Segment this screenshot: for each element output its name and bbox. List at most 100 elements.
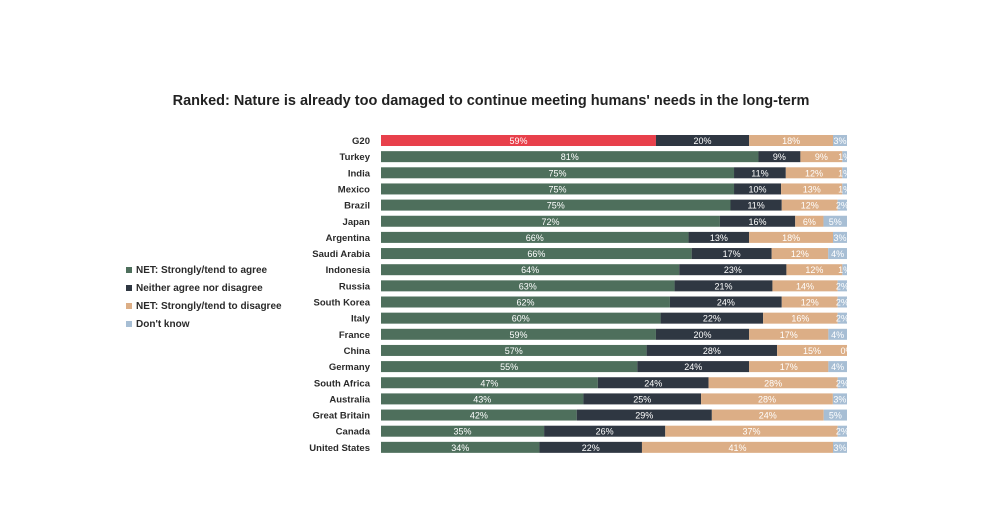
data-label: 28% — [764, 378, 782, 388]
category-label: Indonesia — [326, 265, 371, 276]
bar-segment — [381, 425, 545, 437]
data-label: 60% — [512, 314, 530, 324]
data-label: 2% — [836, 378, 849, 388]
bar-segment — [544, 425, 666, 437]
bar-segment — [842, 183, 847, 195]
bar-segment — [381, 215, 720, 227]
bar-segment — [828, 248, 847, 260]
bar-segment — [833, 231, 847, 243]
data-label: 12% — [801, 298, 819, 308]
bar-segment — [758, 151, 801, 163]
bar-segment — [837, 425, 847, 437]
data-label: 5% — [829, 411, 842, 421]
bar-segment — [655, 328, 750, 340]
bar-segment — [734, 183, 782, 195]
bar-segment — [749, 361, 829, 373]
data-label: 1% — [838, 265, 851, 275]
legend-label: Neither agree nor disagree — [136, 282, 263, 294]
data-label: 66% — [526, 233, 544, 243]
data-label: 12% — [801, 201, 819, 211]
bar-segment — [833, 441, 847, 453]
category-label: G20 — [352, 136, 370, 147]
data-label: 20% — [694, 330, 712, 340]
data-label: 41% — [728, 443, 746, 453]
data-label: 1% — [838, 168, 851, 178]
category-label: Canada — [336, 427, 371, 438]
data-label: 37% — [742, 427, 760, 437]
bar-segment — [833, 135, 847, 146]
bar-segment — [576, 409, 712, 421]
data-label: 9% — [815, 152, 828, 162]
bar-segment — [381, 312, 661, 324]
data-label: 57% — [505, 346, 523, 356]
data-label: 22% — [582, 443, 600, 453]
data-label: 24% — [684, 362, 702, 372]
bar-segment — [842, 151, 847, 163]
bar-segment — [381, 361, 638, 373]
chart-title: Ranked: Nature is already too damaged to… — [172, 93, 810, 109]
data-label: 24% — [717, 298, 735, 308]
data-label: 43% — [473, 394, 491, 404]
data-label: 42% — [470, 411, 488, 421]
data-label: 26% — [596, 427, 614, 437]
legend-label: NET: Strongly/tend to disagree — [136, 300, 282, 312]
bar-segment — [832, 393, 847, 405]
legend-item: NET: Strongly/tend to agree — [126, 261, 282, 279]
data-label: 12% — [791, 249, 809, 259]
bar-segment — [711, 409, 824, 421]
category-label: South Africa — [314, 378, 371, 389]
legend-item: NET: Strongly/tend to disagree — [126, 297, 282, 315]
data-label: 29% — [635, 411, 653, 421]
data-label: 3% — [834, 443, 847, 453]
category-label: Brazil — [344, 201, 370, 212]
category-label: China — [344, 346, 371, 357]
bar-segment — [785, 167, 843, 179]
data-label: 17% — [780, 362, 798, 372]
data-label: 62% — [516, 298, 534, 308]
bar-segment — [837, 312, 847, 324]
legend-swatch — [126, 285, 132, 291]
data-label: 59% — [509, 136, 527, 146]
legend-swatch — [126, 321, 132, 327]
data-label: 12% — [805, 265, 823, 275]
bar-segment — [730, 199, 782, 211]
bar-segment — [828, 361, 847, 373]
category-label: South Korea — [314, 298, 371, 309]
data-label: 64% — [521, 265, 539, 275]
data-label: 11% — [751, 168, 768, 178]
data-label: 35% — [454, 427, 472, 437]
data-label: 9% — [773, 152, 786, 162]
data-label: 11% — [747, 201, 764, 211]
legend-swatch — [126, 267, 132, 273]
bar-segment — [381, 328, 656, 340]
data-label: 63% — [519, 281, 537, 291]
data-label: 18% — [782, 233, 800, 243]
bar-segment — [691, 248, 772, 260]
bar-segment — [381, 135, 656, 146]
bar-segment — [381, 231, 689, 243]
data-label: 20% — [694, 136, 712, 146]
category-label: Russia — [339, 281, 371, 292]
data-label: 13% — [710, 233, 728, 243]
bar-segment — [381, 248, 692, 260]
bar-segment — [795, 215, 824, 227]
bar-segment — [381, 441, 540, 453]
bar-segment — [837, 296, 847, 308]
bar-segment — [381, 167, 735, 179]
bar-segment — [583, 393, 702, 405]
bar-segment — [837, 199, 847, 211]
category-label: Australia — [329, 394, 370, 405]
legend: NET: Strongly/tend to agree Neither agree… — [126, 261, 282, 333]
bar-segment — [781, 183, 843, 195]
bar-segment — [786, 264, 843, 276]
data-label: 59% — [509, 330, 527, 340]
bar-segment — [665, 425, 838, 437]
data-label: 5% — [829, 217, 842, 227]
bar-segment — [828, 328, 847, 340]
data-label: 81% — [561, 152, 579, 162]
data-label: 2% — [836, 427, 849, 437]
category-label: Italy — [351, 314, 371, 325]
data-label: 17% — [780, 330, 798, 340]
data-label: 66% — [527, 249, 545, 259]
